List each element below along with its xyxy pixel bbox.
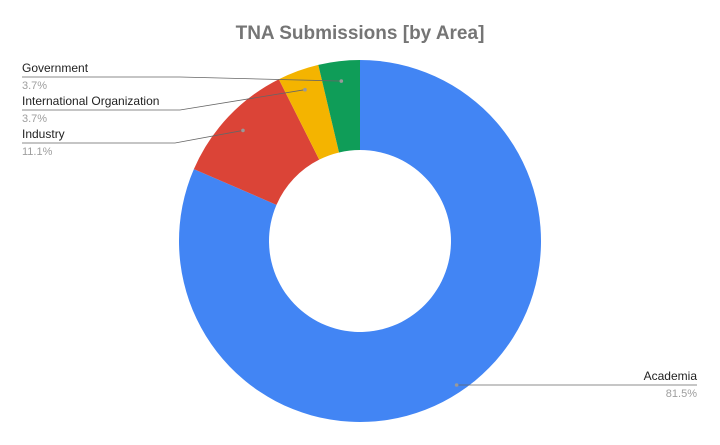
slice-value-label: 3.7%: [22, 80, 47, 92]
slice-value-label: 3.7%: [22, 113, 47, 125]
slice-value-label: 11.1%: [22, 146, 53, 158]
slice-value-label: 81.5%: [666, 388, 697, 400]
slice-label: Industry: [22, 127, 65, 141]
donut-slice: [179, 60, 541, 422]
donut-slice: [318, 60, 360, 153]
leader-dot: [303, 87, 307, 92]
slice-label: Academia: [644, 369, 698, 383]
slice-label: International Organization: [22, 94, 159, 108]
leader-line: [22, 76, 342, 82]
leader-line: [22, 89, 306, 111]
chart-title: TNA Submissions [by Area]: [236, 23, 485, 44]
donut-slice: [278, 64, 340, 160]
leader-line: [22, 130, 244, 144]
leader-dot: [339, 79, 344, 83]
leader-dot: [454, 383, 459, 387]
slice-label: Government: [22, 61, 89, 75]
donut-slice: [193, 79, 320, 205]
leader-dot: [241, 128, 245, 133]
